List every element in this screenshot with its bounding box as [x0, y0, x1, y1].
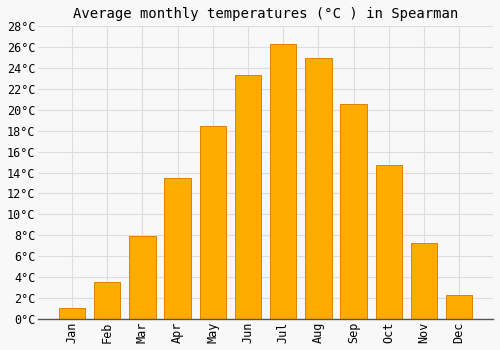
Bar [340, 104, 367, 319]
Bar [411, 243, 437, 319]
Title: Average monthly temperatures (°C ) in Spearman: Average monthly temperatures (°C ) in Sp… [73, 7, 458, 21]
Bar [164, 178, 191, 319]
Bar [270, 44, 296, 319]
Bar [446, 295, 472, 319]
Bar [94, 282, 120, 319]
Bar [200, 126, 226, 319]
Bar [59, 308, 86, 319]
Bar [130, 236, 156, 319]
Bar [376, 165, 402, 319]
Bar [235, 75, 261, 319]
Bar [305, 58, 332, 319]
